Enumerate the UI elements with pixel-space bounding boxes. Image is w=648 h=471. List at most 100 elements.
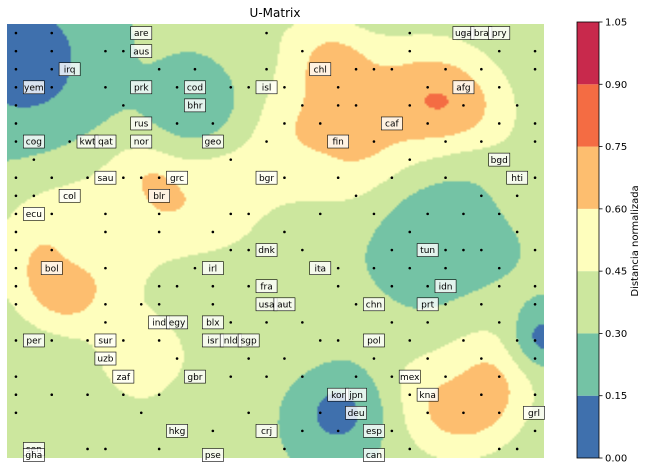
node-label-irq: irq xyxy=(58,62,81,77)
node-label-box xyxy=(255,170,278,185)
node-marker xyxy=(157,284,161,288)
node-label-hti: hti xyxy=(506,170,529,185)
node-label-text: sgp xyxy=(241,337,257,347)
node-marker xyxy=(408,339,412,342)
node-label-box xyxy=(22,80,45,95)
node-marker xyxy=(354,302,358,306)
node-label-bgd: bgd xyxy=(488,152,511,167)
node-marker xyxy=(265,375,268,378)
node-marker xyxy=(533,248,537,252)
node-marker xyxy=(462,248,465,252)
node-marker xyxy=(247,85,250,89)
node-marker xyxy=(408,266,412,270)
node-label-text: aut xyxy=(277,300,292,310)
node-label-mex: mex xyxy=(398,369,421,384)
node-marker xyxy=(497,411,501,415)
node-label-box xyxy=(166,424,188,438)
node-label-box xyxy=(506,170,529,185)
node-label-nor: nor xyxy=(130,134,153,149)
node-marker xyxy=(480,302,483,306)
node-marker xyxy=(157,67,161,71)
node-marker xyxy=(32,194,36,198)
node-label-uzb: uzb xyxy=(94,351,117,366)
node-label-text: uga xyxy=(455,29,472,39)
node-marker xyxy=(372,67,376,71)
node-label-text: afg xyxy=(456,83,470,93)
node-marker xyxy=(104,447,107,451)
node-marker xyxy=(372,357,376,360)
node-label-box xyxy=(488,26,511,40)
node-marker xyxy=(480,393,483,397)
node-label-fin: fin xyxy=(327,134,350,149)
node-label-box xyxy=(22,448,45,462)
node-marker xyxy=(50,248,54,252)
node-label-geo: geo xyxy=(202,134,224,149)
node-marker xyxy=(444,302,447,306)
node-marker xyxy=(408,230,412,234)
node-label-afg: afg xyxy=(452,80,475,95)
node-label-text: hkg xyxy=(169,427,186,437)
node-marker xyxy=(50,212,54,216)
node-marker xyxy=(211,302,215,306)
node-label-per: per xyxy=(22,333,45,348)
node-label-bhr: bhr xyxy=(184,98,206,113)
node-marker xyxy=(426,321,429,324)
colorbar-tick-label: 0.90 xyxy=(605,80,627,91)
node-marker xyxy=(408,393,412,397)
node-marker xyxy=(533,302,537,306)
colorbar-tick-label: 0.60 xyxy=(605,204,627,215)
node-label-aus: aus xyxy=(130,44,153,58)
node-marker xyxy=(175,284,179,288)
node-marker xyxy=(533,284,537,288)
node-marker xyxy=(336,339,340,342)
colorbar-label: Distancia normalizada xyxy=(630,185,641,296)
node-marker xyxy=(14,248,18,252)
node-label-grc: grc xyxy=(166,170,188,185)
node-marker xyxy=(390,248,394,252)
node-label-ita: ita xyxy=(309,261,332,275)
colorbar-tick-label: 0.15 xyxy=(605,391,627,402)
node-label-box xyxy=(273,297,296,312)
node-marker xyxy=(50,339,54,342)
node-label-box xyxy=(184,80,206,95)
node-marker xyxy=(336,104,340,107)
node-label-text: ecu xyxy=(26,210,42,220)
colorbar-frame xyxy=(576,21,600,459)
node-marker xyxy=(462,104,465,107)
node-label-chl: chl xyxy=(309,62,332,77)
node-marker xyxy=(229,248,233,252)
node-marker xyxy=(497,212,501,216)
node-label-box xyxy=(309,62,332,77)
colorbar-segment xyxy=(577,271,599,334)
node-marker xyxy=(14,85,18,89)
node-label-can: can xyxy=(363,448,385,462)
node-label-cod: cod xyxy=(184,80,206,95)
node-label-uga: uga xyxy=(452,26,475,40)
node-label-box xyxy=(202,315,224,330)
node-marker xyxy=(444,140,447,143)
node-label-box xyxy=(130,44,153,58)
node-label-text: isl xyxy=(262,83,272,93)
node-marker xyxy=(157,393,161,397)
colorbar-tick-label: 0.30 xyxy=(605,329,627,340)
node-label-text: bhr xyxy=(187,102,202,112)
node-marker xyxy=(372,140,376,143)
node-marker xyxy=(14,375,18,378)
node-label-box xyxy=(94,333,117,348)
node-label-gbr: gbr xyxy=(184,369,206,384)
node-marker xyxy=(462,411,465,415)
node-label-esp: esp xyxy=(363,424,385,438)
node-marker xyxy=(533,122,537,125)
node-label-text: bgr xyxy=(259,174,274,184)
node-marker xyxy=(104,266,107,270)
node-label-text: hti xyxy=(511,174,523,184)
node-marker xyxy=(497,284,501,288)
node-marker xyxy=(193,67,197,71)
node-label-box xyxy=(58,62,81,77)
node-label-text: are xyxy=(134,29,149,39)
node-marker xyxy=(68,140,71,143)
node-marker xyxy=(247,411,250,415)
node-label-box xyxy=(22,333,45,348)
node-marker xyxy=(462,339,465,342)
